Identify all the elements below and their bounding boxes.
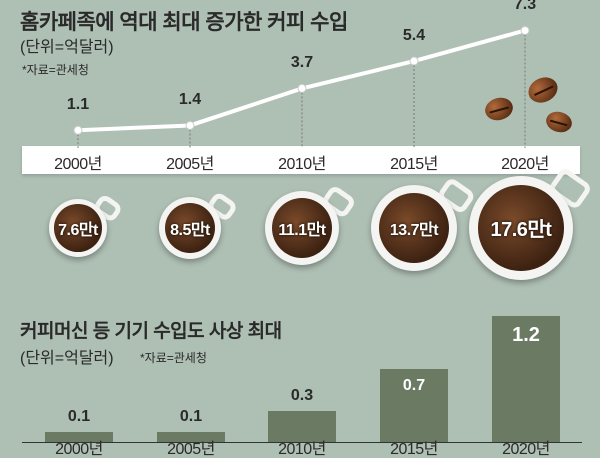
- bar-year-label: 2000년: [55, 441, 103, 458]
- line-point: [409, 56, 419, 66]
- volume-label: 7.6만t: [54, 204, 102, 252]
- bar-value-label: 0.1: [67, 407, 91, 425]
- line-year-label: 2010년: [278, 156, 326, 173]
- bar-year-label: 2015년: [390, 441, 438, 458]
- line-year-label: 2000년: [54, 156, 102, 173]
- volume-label: 8.5만t: [164, 202, 216, 254]
- bar-chart-source: *자료=관세청: [140, 351, 207, 365]
- line-year-label: 2020년: [501, 156, 549, 173]
- line-value-label: 7.3: [513, 0, 537, 14]
- bar-value-label: 0.3: [290, 386, 314, 404]
- bar-year-label: 2010년: [278, 441, 326, 458]
- line-point: [73, 125, 83, 135]
- line-chart-title: 홈카페족에 역대 최대 증가한 커피 수입: [20, 11, 348, 34]
- bar-chart-unit: (단위=억달러): [20, 350, 114, 367]
- line-point: [297, 83, 307, 93]
- line-value-label: 1.1: [66, 96, 90, 114]
- bar: [380, 368, 448, 442]
- volume-label: 13.7만t: [378, 192, 450, 264]
- bar: [45, 431, 113, 442]
- coffee-cup-icon: 7.6만t: [49, 192, 124, 257]
- bar-year-label: 2020년: [502, 441, 550, 458]
- bar-value-label: 1.2: [512, 324, 540, 346]
- bar: [157, 431, 225, 442]
- line-point: [185, 120, 195, 130]
- bar-value-label: 0.7: [402, 376, 426, 394]
- line-value-label: 3.7: [290, 54, 314, 72]
- volume-label: 17.6만t: [478, 185, 564, 271]
- volume-label: 11.1만t: [271, 197, 333, 259]
- line-chart-unit: (단위=억달러): [20, 39, 114, 56]
- bar: [268, 410, 336, 442]
- coffee-cup-icon: 17.6만t: [469, 166, 594, 280]
- bar-chart-baseline: [22, 442, 582, 443]
- year-band: [22, 146, 580, 174]
- line-year-label: 2015년: [390, 156, 438, 173]
- bar: [492, 316, 560, 442]
- line-point: [520, 25, 530, 35]
- bar-year-label: 2005년: [167, 441, 215, 458]
- bar-chart-title: 커피머신 등 기기 수입도 사상 최대: [20, 321, 282, 342]
- line-chart-source: *자료=관세청: [22, 63, 89, 77]
- bar-value-label: 0.1: [179, 407, 203, 425]
- line-value-label: 5.4: [402, 27, 426, 45]
- line-year-label: 2005년: [166, 156, 214, 173]
- import-line: [77, 28, 526, 133]
- line-value-label: 1.4: [178, 91, 202, 109]
- coffee-cup-icon: 13.7만t: [371, 176, 476, 271]
- line-chart: [73, 25, 530, 148]
- coffee-cup-icon: 8.5만t: [159, 190, 238, 259]
- coffee-cup-icon: 11.1만t: [265, 183, 357, 265]
